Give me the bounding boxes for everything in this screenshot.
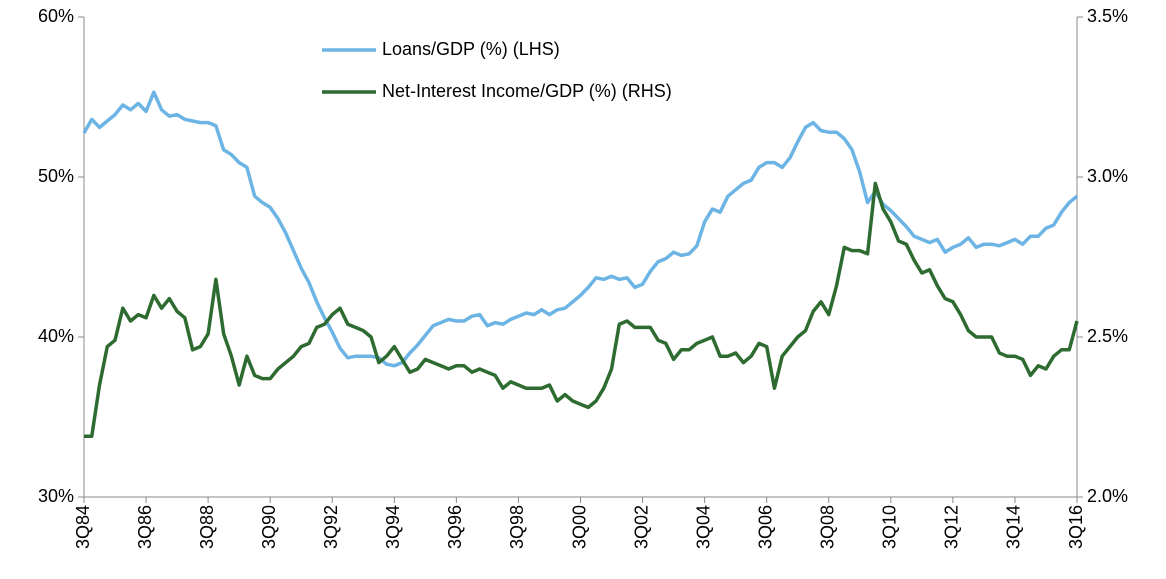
x-tick-label: 3Q92	[321, 505, 341, 549]
x-tick-label: 3Q16	[1066, 505, 1086, 549]
x-tick-label: 3Q14	[1004, 505, 1024, 549]
x-tick-label: 3Q94	[383, 505, 403, 549]
x-tick-label: 3Q02	[631, 505, 651, 549]
y-tick-label: 60%	[38, 6, 74, 26]
y-tick-label: 30%	[38, 486, 74, 506]
legend-label: Net-Interest Income/GDP (%) (RHS)	[382, 81, 672, 101]
series-line	[84, 181, 1079, 438]
legend-label: Loans/GDP (%) (LHS)	[382, 39, 560, 59]
y2-tick-label: 2.0%	[1087, 486, 1128, 506]
y2-tick-label: 3.5%	[1087, 6, 1128, 26]
x-tick-label: 3Q98	[507, 505, 527, 549]
x-tick-label: 3Q96	[445, 505, 465, 549]
x-tick-label: 3Q06	[755, 505, 775, 549]
x-tick-label: 3Q00	[569, 505, 589, 549]
x-tick-label: 3Q12	[942, 505, 962, 549]
x-tick-label: 3Q88	[197, 505, 217, 549]
x-tick-label: 3Q90	[259, 505, 279, 549]
x-tick-label: 3Q86	[135, 505, 155, 549]
x-tick-label: 3Q08	[818, 505, 838, 549]
x-tick-label: 3Q10	[880, 505, 900, 549]
y2-tick-label: 3.0%	[1087, 166, 1128, 186]
series-line	[82, 90, 1079, 368]
y-tick-label: 50%	[38, 166, 74, 186]
y-tick-label: 40%	[38, 326, 74, 346]
x-tick-label: 3Q04	[693, 505, 713, 549]
y2-tick-label: 2.5%	[1087, 326, 1128, 346]
x-tick-label: 3Q84	[73, 505, 93, 549]
